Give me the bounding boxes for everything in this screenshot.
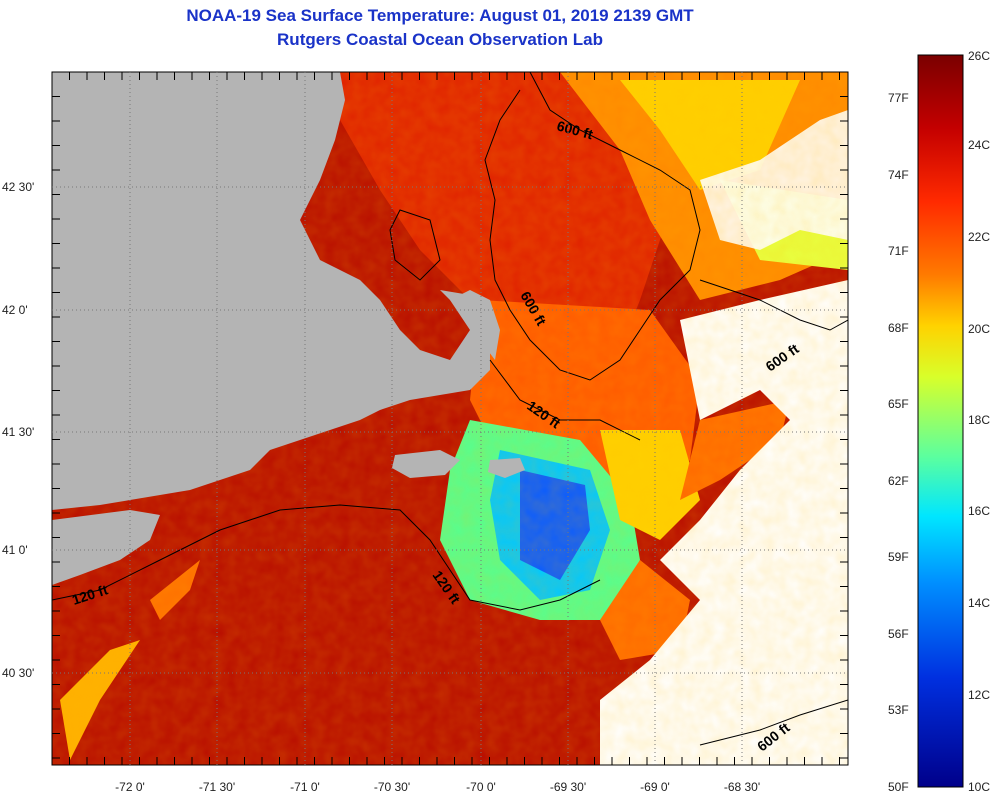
colorbar-f-label: 59F	[888, 550, 909, 564]
colorbar-f-label: 50F	[888, 780, 909, 794]
lon-label: -69 0'	[640, 780, 670, 794]
colorbar-f-label: 77F	[888, 91, 909, 105]
colorbar-c-label: 10C	[968, 780, 991, 794]
colorbar-f-label: 65F	[888, 397, 909, 411]
colorbar-c-label: 14C	[968, 596, 991, 610]
colorbar-c-label: 20C	[968, 322, 991, 336]
colorbar-c-label: 18C	[968, 413, 991, 427]
colorbar-c-label: 26C	[968, 49, 991, 63]
new-england-land	[52, 72, 490, 510]
lat-label: 42 0'	[2, 303, 28, 317]
lon-label: -70 0'	[466, 780, 496, 794]
lon-label: -68 30'	[723, 780, 761, 794]
marthas-vineyard	[392, 450, 460, 478]
map-frame	[51, 71, 849, 766]
colorbar-c-label: 24C	[968, 138, 991, 152]
lon-label: -69 30'	[549, 780, 587, 794]
lon-label: -71 0'	[290, 780, 320, 794]
graticule	[52, 72, 848, 765]
colorbar-f-label: 53F	[888, 703, 909, 717]
map-subtitle: Rutgers Coastal Ocean Observation Lab	[277, 30, 603, 49]
colorbar-f-label: 56F	[888, 627, 909, 641]
nantucket	[488, 458, 525, 478]
colorbar-f-label: 71F	[888, 244, 909, 258]
colorbar-c-label: 12C	[968, 688, 991, 702]
lon-label: -70 30'	[373, 780, 411, 794]
lon-label: -72 0'	[115, 780, 145, 794]
colorbar-c-label: 22C	[968, 230, 991, 244]
axis-ticks	[51, 71, 848, 765]
lon-label: -71 30'	[198, 780, 236, 794]
colorbar-f-label: 62F	[888, 474, 909, 488]
lat-label: 41 0'	[2, 543, 28, 557]
lat-label: 41 30'	[2, 425, 35, 439]
lat-label: 42 30'	[2, 180, 35, 194]
colorbar	[917, 54, 964, 788]
colorbar-f-label: 74F	[888, 168, 909, 182]
map-title: NOAA-19 Sea Surface Temperature: August …	[186, 6, 694, 25]
colorbar-f-label: 68F	[888, 321, 909, 335]
sst-image: 600 ft 600 ft 600 ft 120 ft 120 ft 120 f…	[52, 72, 848, 765]
colorbar-c-label: 16C	[968, 504, 991, 518]
long-island-land	[52, 510, 160, 585]
lat-label: 40 30'	[2, 666, 35, 680]
